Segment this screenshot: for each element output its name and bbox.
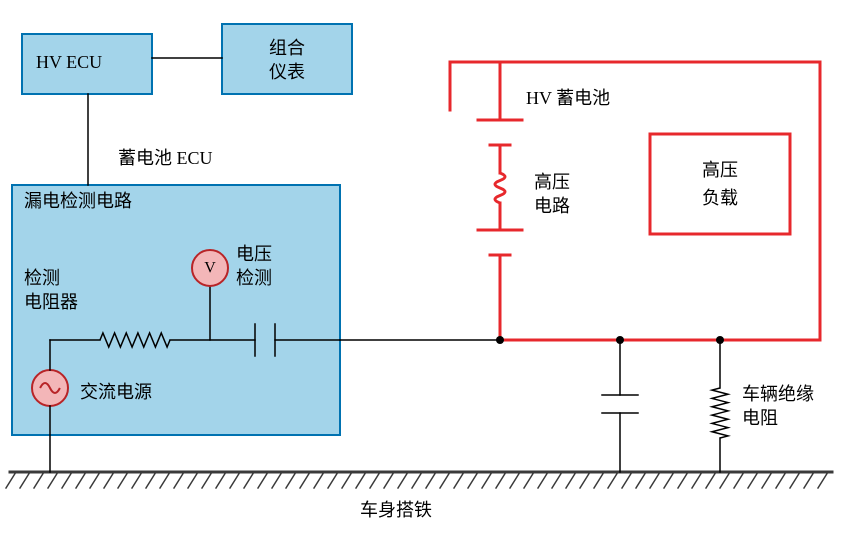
ground-hatch (34, 472, 44, 488)
ground-hatch (258, 472, 268, 488)
ground-hatch (398, 472, 408, 488)
ground-hatch (76, 472, 86, 488)
ground-hatch (412, 472, 422, 488)
ground-hatch (762, 472, 772, 488)
ground-hatch (636, 472, 646, 488)
node-dot (496, 336, 504, 344)
ground-hatch (692, 472, 702, 488)
ground-hatch (370, 472, 380, 488)
ground-hatch (202, 472, 212, 488)
ground-hatch (160, 472, 170, 488)
ground-hatch (608, 472, 618, 488)
ground-hatch (664, 472, 674, 488)
ground-hatch (594, 472, 604, 488)
ground-hatch (454, 472, 464, 488)
hv-load-label-2: 负载 (702, 188, 738, 208)
ground-hatch (524, 472, 534, 488)
ground-hatch (6, 472, 16, 488)
hv-load-label-1: 高压 (702, 160, 738, 180)
ground-hatch (272, 472, 282, 488)
ground-hatch (580, 472, 590, 488)
ground-hatch (230, 472, 240, 488)
ground-hatch (804, 472, 814, 488)
cluster-label-2: 仪表 (269, 62, 305, 82)
ground-hatch (720, 472, 730, 488)
hv-coil (495, 173, 505, 203)
ground-hatch (510, 472, 520, 488)
ground-hatch (174, 472, 184, 488)
ground-hatch (132, 472, 142, 488)
ground-hatch (622, 472, 632, 488)
ground-hatch (342, 472, 352, 488)
ground-hatch (818, 472, 828, 488)
insulation-resistor (712, 388, 728, 438)
chassis-ground-label: 车身搭铁 (360, 500, 432, 520)
ground-hatch (566, 472, 576, 488)
ground-hatch (678, 472, 688, 488)
hv-load-box (650, 134, 790, 234)
detect-res-label-2: 电阻器 (24, 292, 78, 312)
ac-source-label: 交流电源 (80, 382, 152, 402)
ground-hatch (538, 472, 548, 488)
volt-det-label-1: 电压 (236, 244, 272, 264)
ground-hatch (146, 472, 156, 488)
ground-hatch (286, 472, 296, 488)
ground-hatch (384, 472, 394, 488)
ground-hatch (748, 472, 758, 488)
voltmeter-letter: V (204, 260, 216, 277)
leak-panel-title: 漏电检测电路 (24, 191, 132, 211)
hv-circuit-label-2: 电路 (534, 196, 570, 216)
ground-hatch (20, 472, 30, 488)
ground-hatch (552, 472, 562, 488)
vehicle-ins-label-1: 车辆绝缘 (742, 384, 814, 404)
detect-res-label-1: 检测 (24, 268, 60, 288)
ground-hatch (426, 472, 436, 488)
ground-hatch (244, 472, 254, 488)
vehicle-ins-label-2: 电阻 (742, 408, 778, 428)
ground-hatch (776, 472, 786, 488)
ground-hatch (118, 472, 128, 488)
ground-hatch (216, 472, 226, 488)
hv-ecu-label: HV ECU (36, 52, 102, 72)
ground-hatch (482, 472, 492, 488)
ground-hatch (188, 472, 198, 488)
battery-ecu-label: 蓄电池 ECU (118, 148, 213, 168)
volt-det-label-2: 检测 (236, 268, 272, 288)
ground-hatch (62, 472, 72, 488)
ground-hatch (468, 472, 478, 488)
ground-hatch (440, 472, 450, 488)
ground-hatch (734, 472, 744, 488)
ground-hatch (300, 472, 310, 488)
cluster-box (222, 24, 352, 94)
ground-hatch (356, 472, 366, 488)
cluster-label-1: 组合 (269, 38, 305, 58)
ground-hatch (496, 472, 506, 488)
ground-hatch (48, 472, 58, 488)
ground-hatch (90, 472, 100, 488)
ground-hatch (790, 472, 800, 488)
ground-hatch (314, 472, 324, 488)
ground-hatch (328, 472, 338, 488)
ground-hatch (650, 472, 660, 488)
ground-hatch (706, 472, 716, 488)
hv-battery-label: HV 蓄电池 (526, 88, 610, 108)
ground-hatch (104, 472, 114, 488)
hv-circuit-label-1: 高压 (534, 172, 570, 192)
